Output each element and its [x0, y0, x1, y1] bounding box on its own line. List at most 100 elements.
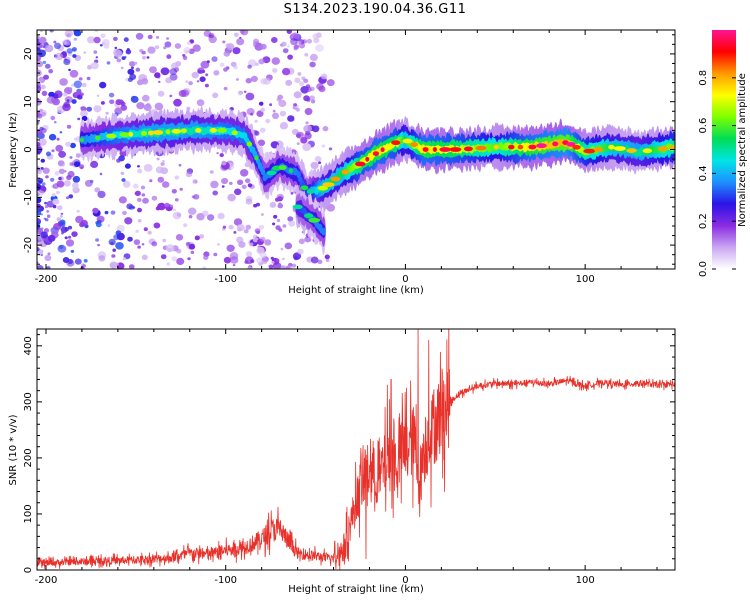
spectrogram-noise-blob	[277, 94, 284, 100]
spectrogram-noise-blob	[264, 239, 272, 246]
spectrogram-ridge-peak	[322, 182, 335, 188]
spectrogram-noise-blob	[198, 234, 205, 239]
spectrogram-noise-blob	[79, 164, 85, 169]
spectrogram-noise-blob	[133, 239, 141, 246]
spectrogram-noise-blob	[303, 124, 312, 133]
spectrogram-noise-blob	[232, 264, 236, 267]
spectrogram-ridge-peak	[128, 131, 133, 137]
spectrogram-noise-blob	[151, 241, 158, 247]
spectrogram-noise-blob	[47, 252, 51, 256]
spectrogram-noise-blob	[300, 137, 308, 144]
spectrogram-noise-blob	[127, 236, 133, 242]
spectrogram-noise-blob	[37, 210, 42, 216]
spectrogram-noise-blob	[261, 213, 264, 216]
spectrogram-ridge-peak	[608, 144, 615, 150]
spectrogram-noise-blob	[230, 256, 239, 264]
spectrogram-noise-blob	[37, 196, 42, 204]
spectrogram-noise-blob	[287, 115, 295, 122]
spectrogram-ridge-peak	[475, 145, 487, 151]
spectrogram-noise-blob	[287, 45, 290, 48]
spectrogram-noise-blob	[66, 48, 73, 54]
spectrogram-ridge-peak	[380, 147, 385, 153]
spectrogram-noise-blob	[83, 51, 87, 54]
spectrogram-noise-blob	[271, 261, 275, 264]
spectrogram-noise-blob	[143, 164, 153, 172]
spectrogram-noise-blob	[40, 84, 46, 90]
spectrogram-noise-blob	[55, 52, 64, 61]
spectrogram-noise-blob	[260, 43, 267, 50]
spectrogram-noise-blob	[316, 83, 324, 90]
spectrogram-noise-blob	[182, 54, 186, 57]
spectrogram-noise-blob	[78, 77, 83, 81]
spectrogram-ridge-peak	[669, 145, 675, 150]
spectrogram-noise-blob	[71, 83, 75, 87]
spectrogram-noise-blob	[282, 257, 285, 261]
spectrogram-noise-blob	[229, 181, 233, 185]
spectrogram-noise-blob	[276, 193, 284, 201]
spectrogram-noise-blob	[80, 110, 88, 118]
spectrogram-noise-blob	[54, 42, 61, 49]
spectrogram-noise-blob	[186, 106, 191, 111]
spectrogram-noise-blob	[299, 81, 304, 86]
spectrogram-noise-blob	[71, 231, 78, 238]
spectrogram-x-tick-label: -100	[214, 274, 237, 285]
spectrogram-noise-blob	[37, 120, 40, 126]
spectrogram-noise-blob	[42, 167, 50, 174]
spectrogram-noise-blob	[259, 127, 266, 133]
spectrogram-noise-blob	[246, 108, 255, 116]
spectrogram-noise-blob	[221, 160, 227, 166]
spectrogram-noise-blob	[66, 99, 70, 102]
spectrogram-noise-blob	[137, 207, 142, 213]
spectrogram-noise-blob	[41, 182, 46, 186]
spectrogram-noise-blob	[50, 115, 56, 121]
spectrogram-noise-blob	[104, 210, 109, 215]
spectrogram-branch	[292, 184, 326, 255]
spectrogram-noise-blob	[93, 36, 101, 44]
spectrogram-ridge-peak	[246, 141, 253, 147]
snr-marks	[37, 329, 675, 570]
spectrogram-noise-blob	[183, 46, 191, 54]
spectrogram-noise-blob	[63, 180, 71, 187]
spectrogram-noise-blob	[269, 201, 277, 208]
spectrogram-noise-blob	[164, 41, 172, 48]
spectrogram-noise-blob	[137, 79, 144, 86]
spectrogram-noise-blob	[40, 186, 47, 192]
spectrogram-noise-blob	[96, 94, 100, 98]
spectrogram-noise-blob	[149, 179, 153, 183]
spectrogram-ridge-peak	[165, 129, 171, 135]
spectrogram-noise-blob	[69, 69, 79, 78]
spectrogram-noise-blob	[253, 130, 260, 136]
spectrogram-noise-blob	[309, 53, 318, 62]
spectrogram-noise-blob	[157, 202, 166, 211]
spectrogram-ridge-peak	[449, 147, 462, 152]
spectrogram-noise-blob	[48, 133, 57, 141]
spectrogram-noise-blob	[245, 178, 251, 184]
spectrogram-noise-blob	[282, 224, 287, 228]
spectrogram-noise-blob	[268, 264, 274, 269]
spectrogram-noise-blob	[185, 241, 191, 246]
spectrogram-ridge-peak	[566, 142, 576, 147]
spectrogram-ridge-peak	[552, 141, 559, 147]
spectrogram-noise-blob	[97, 243, 100, 247]
spectrogram-noise-blob	[233, 32, 239, 38]
spectrogram-noise-blob	[47, 234, 56, 242]
spectrogram-noise-blob	[146, 56, 150, 59]
spectrogram-noise-blob	[135, 67, 141, 72]
spectrogram-noise-blob	[38, 138, 47, 146]
spectrogram-noise-blob	[287, 54, 293, 60]
spectrogram-noise-blob	[302, 143, 312, 152]
colorbar: 0.0 0.2 0.4 0.6 0.8 Normalized spectral ampl…	[698, 30, 748, 277]
spectrogram-noise-blob	[73, 30, 82, 37]
spectrogram-noise-blob	[109, 261, 118, 269]
spectrogram-ridge-peak	[140, 131, 148, 136]
spectrogram-noise-blob	[45, 44, 54, 53]
spectrogram-noise-blob	[37, 34, 40, 40]
spectrogram-ridge-peak	[391, 140, 401, 146]
spectrogram-noise-blob	[187, 41, 191, 45]
spectrogram-noise-blob	[65, 239, 75, 247]
spectrogram-noise-blob	[291, 263, 297, 268]
spectrogram-noise-blob	[130, 66, 134, 70]
spectrogram-noise-blob	[213, 70, 220, 76]
spectrogram-noise-blob	[115, 99, 122, 106]
spectrogram-noise-blob	[75, 153, 81, 158]
